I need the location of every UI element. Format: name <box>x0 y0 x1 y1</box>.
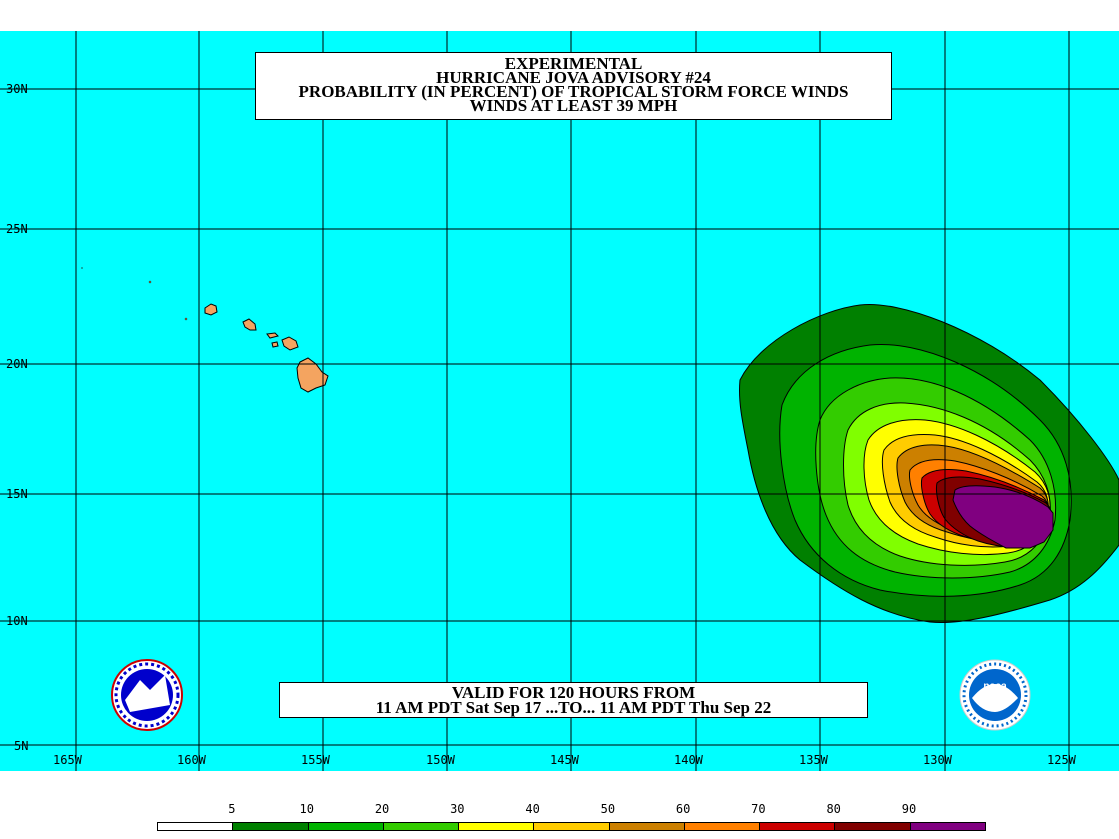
noaa-logo-text: noaa <box>983 681 1007 692</box>
hawaiian-islands <box>81 267 329 393</box>
lon-label-140w: 140W <box>674 753 703 767</box>
legend-color-cell <box>232 822 309 831</box>
contour-max <box>952 485 1054 549</box>
island-lanai <box>271 341 279 348</box>
island-big-island <box>296 357 329 393</box>
grid-lines <box>0 31 1119 771</box>
legend-color-cell <box>909 822 986 831</box>
nws-logo <box>111 659 183 731</box>
island-maui <box>281 336 299 351</box>
lon-label-145w: 145W <box>550 753 579 767</box>
lat-label-30n: 30N <box>6 82 28 96</box>
noaa-logo: noaa <box>959 659 1031 731</box>
lon-label-155w: 155W <box>301 753 330 767</box>
lat-label-15n: 15N <box>6 487 28 501</box>
probability-map: noaa <box>0 31 1119 771</box>
lon-label-165w: 165W <box>53 753 82 767</box>
legend-label: 50 <box>600 802 616 816</box>
lon-label-135w: 135W <box>799 753 828 767</box>
island-kauai <box>204 303 218 316</box>
legend-label: 60 <box>675 802 691 816</box>
legend-label: 70 <box>751 802 766 816</box>
valid-period-box: VALID FOR 120 HOURS FROM 11 AM PDT Sat S… <box>279 682 868 718</box>
legend-color-cell <box>157 822 234 831</box>
probability-contours <box>739 303 1119 623</box>
title-line-1: EXPERIMENTAL <box>504 54 643 73</box>
legend-color-cell <box>608 822 685 831</box>
island-niihau <box>184 317 188 321</box>
legend-label: 20 <box>374 802 390 816</box>
lon-label-150w: 150W <box>426 753 455 767</box>
legend-label: 80 <box>826 802 841 816</box>
legend-color-cell <box>759 822 836 831</box>
island-oahu <box>242 318 257 331</box>
legend-color-cell <box>683 822 761 831</box>
legend-color-cell <box>834 822 911 831</box>
title-line-2: HURRICANE JOVA ADVISORY #24 <box>436 68 711 87</box>
lat-label-20n: 20N <box>6 357 28 371</box>
legend-label: 40 <box>525 802 540 816</box>
lon-label-130w: 130W <box>923 753 952 767</box>
valid-line-1: VALID FOR 120 HOURS FROM <box>451 683 696 702</box>
legend-color-cell <box>382 822 460 831</box>
legend-color-cell <box>307 822 384 831</box>
island-molokai <box>266 332 279 339</box>
legend-label: 90 <box>901 802 917 816</box>
lon-label-125w: 125W <box>1047 753 1076 767</box>
legend-label: 30 <box>450 802 465 816</box>
title-line-4: WINDS AT LEAST 39 MPH <box>469 96 678 115</box>
title-line-3: PROBABILITY (IN PERCENT) OF TROPICAL STO… <box>298 82 849 101</box>
lat-label-10n: 10N <box>6 614 28 628</box>
lon-label-160w: 160W <box>177 753 206 767</box>
lat-label-5n: 5N <box>14 739 29 753</box>
legend-color-cell <box>533 822 610 831</box>
map-title-box: EXPERIMENTAL HURRICANE JOVA ADVISORY #24… <box>255 52 892 120</box>
legend-color-cell <box>458 822 535 831</box>
legend-label: 10 <box>299 802 314 816</box>
island-necker <box>81 267 83 269</box>
lat-label-25n: 25N <box>6 222 28 236</box>
legend-label: 5 <box>228 802 236 816</box>
island-nihoa <box>148 280 152 284</box>
valid-line-2: 11 AM PDT Sat Sep 17 ...TO... 11 AM PDT … <box>375 698 772 717</box>
